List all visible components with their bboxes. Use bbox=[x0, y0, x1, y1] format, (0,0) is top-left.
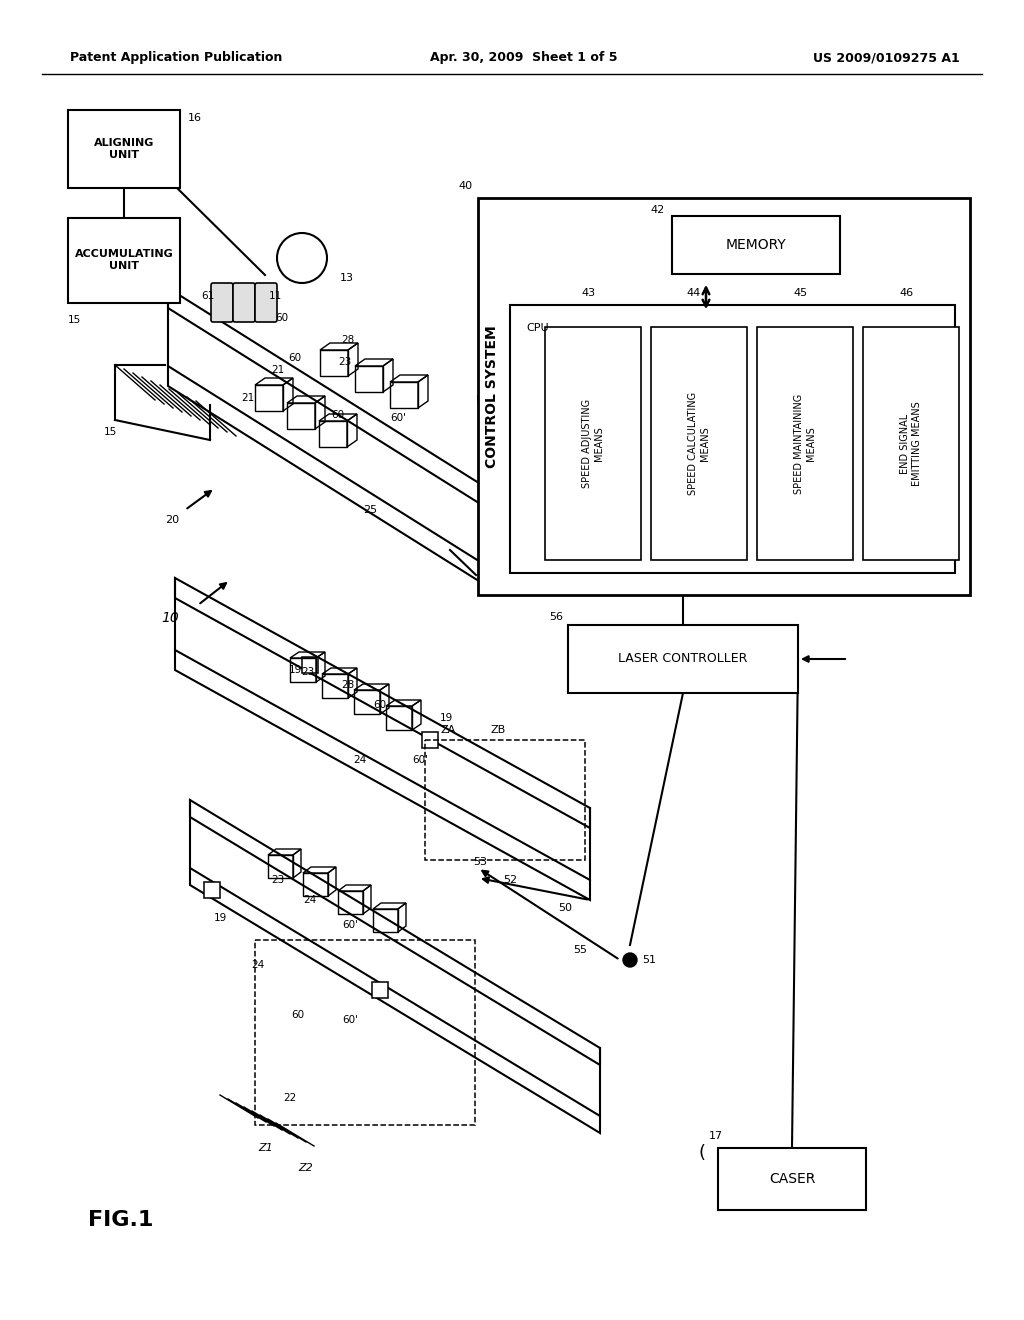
Text: Z2: Z2 bbox=[299, 1163, 313, 1173]
Text: 24: 24 bbox=[353, 755, 367, 766]
Text: END SIGNAL
EMITTING MEANS: END SIGNAL EMITTING MEANS bbox=[900, 401, 922, 486]
Text: 24: 24 bbox=[251, 960, 264, 970]
Text: Patent Application Publication: Patent Application Publication bbox=[70, 51, 283, 65]
Text: 60': 60' bbox=[390, 413, 406, 422]
Text: 17: 17 bbox=[709, 1131, 723, 1140]
Text: 60: 60 bbox=[289, 352, 301, 363]
Text: ACCUMULATING
UNIT: ACCUMULATING UNIT bbox=[75, 249, 173, 271]
Text: Apr. 30, 2009  Sheet 1 of 5: Apr. 30, 2009 Sheet 1 of 5 bbox=[430, 51, 617, 65]
Text: CPU: CPU bbox=[526, 323, 549, 333]
Text: 23: 23 bbox=[338, 356, 351, 367]
Bar bbox=[718, 1148, 866, 1210]
Text: 60: 60 bbox=[292, 1010, 304, 1020]
Text: 60': 60' bbox=[342, 920, 358, 931]
Text: 28: 28 bbox=[341, 680, 354, 690]
Bar bbox=[510, 305, 955, 573]
Text: 45: 45 bbox=[793, 288, 807, 298]
Text: 53: 53 bbox=[473, 857, 487, 867]
Text: Z1: Z1 bbox=[259, 1143, 273, 1152]
Bar bbox=[255, 940, 475, 1125]
Text: 13: 13 bbox=[340, 273, 354, 282]
Text: 22: 22 bbox=[284, 1093, 297, 1104]
Text: 60: 60 bbox=[275, 313, 289, 323]
Text: 60': 60' bbox=[412, 755, 428, 766]
Text: 24: 24 bbox=[303, 895, 316, 906]
Text: MEMORY: MEMORY bbox=[726, 238, 786, 252]
Text: 23: 23 bbox=[301, 667, 314, 677]
Text: 42: 42 bbox=[650, 205, 665, 215]
Text: 60: 60 bbox=[332, 411, 344, 420]
Bar bbox=[68, 110, 180, 187]
Text: 60': 60' bbox=[342, 1015, 358, 1026]
Bar bbox=[568, 624, 798, 693]
Text: 25: 25 bbox=[362, 506, 377, 515]
FancyBboxPatch shape bbox=[255, 282, 278, 322]
Text: SPEED MAINTAINING
MEANS: SPEED MAINTAINING MEANS bbox=[795, 393, 816, 494]
Bar bbox=[425, 741, 585, 861]
Text: 56: 56 bbox=[549, 612, 563, 622]
Bar bbox=[204, 882, 220, 898]
Text: 55: 55 bbox=[573, 945, 587, 954]
Text: 19: 19 bbox=[213, 913, 226, 923]
Text: 40: 40 bbox=[459, 181, 473, 191]
Text: 21: 21 bbox=[271, 366, 285, 375]
Bar bbox=[478, 198, 970, 595]
Text: ZB: ZB bbox=[490, 725, 506, 735]
Bar bbox=[372, 982, 388, 998]
Text: 20: 20 bbox=[165, 515, 179, 525]
Text: (: ( bbox=[699, 1144, 706, 1162]
Text: 43: 43 bbox=[581, 288, 595, 298]
Text: 50: 50 bbox=[558, 903, 572, 913]
Text: 15: 15 bbox=[103, 426, 117, 437]
FancyBboxPatch shape bbox=[211, 282, 233, 322]
Text: SPEED ADJUSTING
MEANS: SPEED ADJUSTING MEANS bbox=[583, 399, 604, 488]
Text: ZA: ZA bbox=[440, 725, 456, 735]
Text: 19: 19 bbox=[440, 713, 454, 723]
Text: 15: 15 bbox=[68, 315, 81, 325]
Text: 61: 61 bbox=[202, 290, 215, 301]
Bar bbox=[672, 216, 840, 275]
Text: 10: 10 bbox=[161, 611, 179, 624]
Bar bbox=[68, 218, 180, 304]
Text: CONTROL SYSTEM: CONTROL SYSTEM bbox=[485, 325, 499, 467]
Circle shape bbox=[623, 953, 637, 968]
Text: 11: 11 bbox=[268, 290, 282, 301]
Text: 19: 19 bbox=[289, 665, 302, 675]
Bar bbox=[863, 327, 959, 560]
Text: 60: 60 bbox=[374, 700, 387, 710]
Bar bbox=[651, 327, 746, 560]
Bar bbox=[302, 657, 318, 673]
Text: FIG.1: FIG.1 bbox=[88, 1210, 154, 1230]
Text: US 2009/0109275 A1: US 2009/0109275 A1 bbox=[813, 51, 961, 65]
Text: 46: 46 bbox=[899, 288, 913, 298]
Text: CASER: CASER bbox=[769, 1172, 815, 1185]
Text: 51: 51 bbox=[642, 954, 656, 965]
Bar bbox=[757, 327, 853, 560]
Bar bbox=[545, 327, 641, 560]
Text: 23: 23 bbox=[271, 875, 285, 884]
Text: SPEED CALCULATING
MEANS: SPEED CALCULATING MEANS bbox=[688, 392, 710, 495]
Text: 44: 44 bbox=[687, 288, 701, 298]
Bar bbox=[422, 733, 438, 748]
Text: 28: 28 bbox=[341, 335, 354, 345]
Text: 16: 16 bbox=[188, 114, 202, 123]
Text: ALIGNING
UNIT: ALIGNING UNIT bbox=[94, 139, 155, 160]
Text: 21: 21 bbox=[242, 393, 255, 403]
Text: 52: 52 bbox=[503, 875, 517, 884]
Text: LASER CONTROLLER: LASER CONTROLLER bbox=[618, 652, 748, 665]
FancyBboxPatch shape bbox=[233, 282, 255, 322]
